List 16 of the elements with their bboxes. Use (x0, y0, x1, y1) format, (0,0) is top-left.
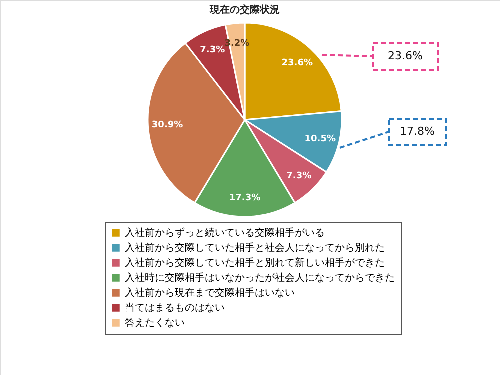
text: 23.6% (388, 50, 423, 62)
legend-label: 当てはまるものはない (125, 302, 225, 314)
legend-label: 入社前から交際していた相手と別れて新しい相手ができた (125, 257, 385, 269)
legend-label: 入社前から交際していた相手と社会人になってから別れた (125, 242, 385, 254)
data-label: 17.3% (229, 194, 261, 204)
legend-label: 答えたくない (125, 317, 185, 329)
chart-title: 現在の交際状況 (209, 4, 280, 16)
data-label: 7.3% (286, 172, 312, 182)
legend-label: 入社時に交際相手はいなかったが社会人になってからできた (125, 272, 395, 284)
data-label: 10.5% (304, 134, 336, 144)
data-label: 30.9% (152, 120, 184, 131)
data-label: 23.6% (282, 58, 313, 69)
legend-label: 入社前から現在まで交際相手はいない (125, 287, 295, 299)
text: 17.8% (400, 125, 435, 138)
legend-label: 入社前からずっと続いている交際相手がいる (125, 227, 325, 239)
data-label: 7.3% (200, 45, 226, 56)
